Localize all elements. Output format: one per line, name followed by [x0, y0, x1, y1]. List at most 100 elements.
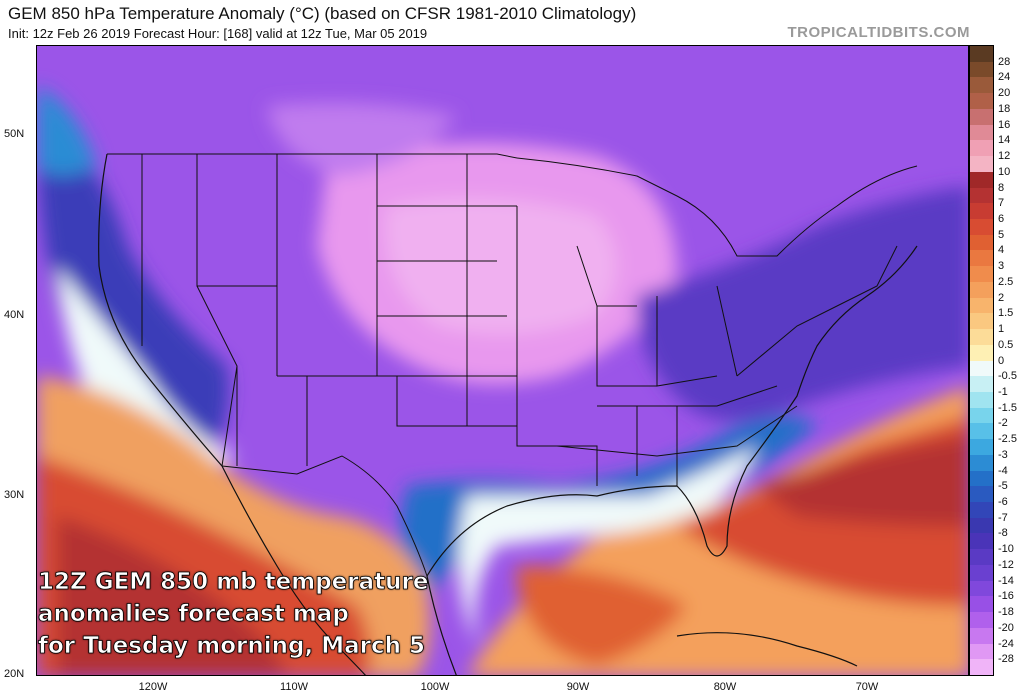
colorbar-segment	[970, 564, 993, 582]
colorbar-segment	[970, 344, 993, 361]
eastern-state-lines	[516, 206, 798, 486]
colorbar-segment	[970, 171, 993, 189]
colorbar-label: 0.5	[998, 338, 1014, 351]
lon-label-70w: 70W	[855, 681, 879, 693]
colorbar-segment	[970, 266, 993, 283]
lon-label-120w: 120W	[138, 681, 168, 693]
colorbar-segment	[970, 218, 993, 236]
colorbar-segment	[970, 297, 993, 314]
lon-label-90w: 90W	[566, 681, 590, 693]
cold-core-inner	[385, 198, 617, 334]
political-borders	[107, 153, 918, 577]
west-coastline	[98, 153, 223, 467]
lat-label-30n: 30N	[4, 489, 25, 501]
colorbar-segment	[970, 423, 993, 440]
colorbar-segment	[970, 643, 993, 660]
colorbar-label: 0	[998, 354, 1005, 367]
colorbar-label: 10	[998, 165, 1011, 178]
west-coast-blue	[37, 126, 229, 476]
colorbar-segment	[970, 376, 993, 393]
colorbar	[969, 45, 994, 676]
colorbar-label: 5	[998, 228, 1005, 241]
colorbar-label: 7	[998, 197, 1005, 210]
colorbar-segment	[970, 470, 993, 487]
colorbar-segment	[970, 108, 993, 126]
colorbar-label: -7	[998, 511, 1008, 524]
colorbar-segment	[970, 203, 993, 220]
us-canada-border-east	[516, 157, 918, 257]
coastlines	[98, 153, 918, 675]
chart-title: GEM 850 hPa Temperature Anomaly (°C) (ba…	[8, 4, 637, 23]
mexico-gulf-coast	[426, 575, 457, 675]
colorbar-label: -18	[998, 606, 1014, 619]
cold-north-region	[267, 102, 457, 176]
lon-label-110w: 110W	[280, 681, 308, 693]
colorbar-label: 16	[998, 118, 1011, 131]
colorbar-segment	[970, 407, 993, 424]
colorbar-label: 8	[998, 181, 1005, 194]
colorbar-segment	[970, 329, 993, 346]
gulf-warm-region	[517, 566, 687, 666]
colorbar-label: -14	[998, 574, 1014, 587]
colorbar-segment	[970, 46, 993, 63]
colorbar-segment	[970, 313, 993, 330]
colorbar-label: -2.5	[998, 433, 1017, 446]
colorbar-label: -24	[998, 637, 1014, 650]
colorbar-segment	[970, 454, 993, 472]
colorbar-label: 1.5	[998, 307, 1014, 320]
colorbar-label: -28	[998, 653, 1014, 666]
lat-label-40n: 40N	[4, 309, 25, 321]
colorbar-label: 28	[998, 55, 1011, 68]
colorbar-label: -10	[998, 543, 1014, 556]
colorbar-segment	[970, 124, 993, 141]
mexico-pacific-coast	[221, 465, 366, 675]
atlantic-warm-core	[757, 436, 968, 526]
colorbar-segment	[970, 93, 993, 110]
colorbar-label: 18	[998, 102, 1011, 115]
colorbar-label: -0.5	[998, 370, 1017, 383]
lon-label-80w: 80W	[713, 681, 737, 693]
colorbar-label: -3	[998, 448, 1008, 461]
colorbar-label: 2	[998, 291, 1005, 304]
northwest-blue	[37, 86, 97, 176]
colorbar-label: -12	[998, 558, 1014, 571]
east-coast-blue	[637, 186, 968, 421]
colorbar-label: 20	[998, 87, 1011, 100]
colorbar-label: 14	[998, 134, 1011, 147]
colorbar-segment	[970, 281, 993, 299]
colorbar-segment	[970, 156, 993, 173]
map-caption: 12Z GEM 850 mb temperature anomalies for…	[38, 566, 458, 662]
caption-line-1: 12Z GEM 850 mb temperature	[38, 569, 429, 596]
colorbar-segment	[970, 391, 993, 409]
colorbar-label: 24	[998, 71, 1011, 84]
colorbar-segment	[970, 250, 993, 267]
colorbar-segment	[970, 77, 993, 94]
colorbar-segment	[970, 549, 993, 566]
brand-watermark[interactable]: TROPICALTIDBITS.COM	[787, 24, 970, 41]
map-panel	[36, 45, 969, 676]
colorbar-label: -6	[998, 496, 1008, 509]
colorbar-label: 3	[998, 260, 1005, 273]
colorbar-segment	[970, 234, 993, 251]
gulf-neutral	[459, 446, 757, 646]
colorbar-label: 2.5	[998, 275, 1014, 288]
caption-line-2: anomalies forecast map	[38, 601, 350, 628]
colorbar-segment	[970, 596, 993, 613]
colorbar-label: -16	[998, 590, 1014, 603]
colorbar-segment	[970, 580, 993, 597]
colorbar-label: -1.5	[998, 401, 1017, 414]
colorbar-segment	[970, 187, 993, 204]
colorbar-label: -5	[998, 480, 1008, 493]
colorbar-segment	[970, 140, 993, 157]
colorbar-segment	[970, 612, 993, 629]
colorbar-segment	[970, 627, 993, 645]
cuba-coastline	[676, 632, 858, 667]
mexico-warm-core	[57, 516, 287, 675]
colorbar-label: 1	[998, 323, 1005, 336]
colorbar-segment	[970, 61, 993, 78]
colorbar-label: 4	[998, 244, 1005, 257]
colorbar-label: 6	[998, 212, 1005, 225]
colorbar-segment	[970, 360, 993, 377]
colorbar-label: -2	[998, 417, 1008, 430]
us-canada-border	[107, 153, 518, 159]
